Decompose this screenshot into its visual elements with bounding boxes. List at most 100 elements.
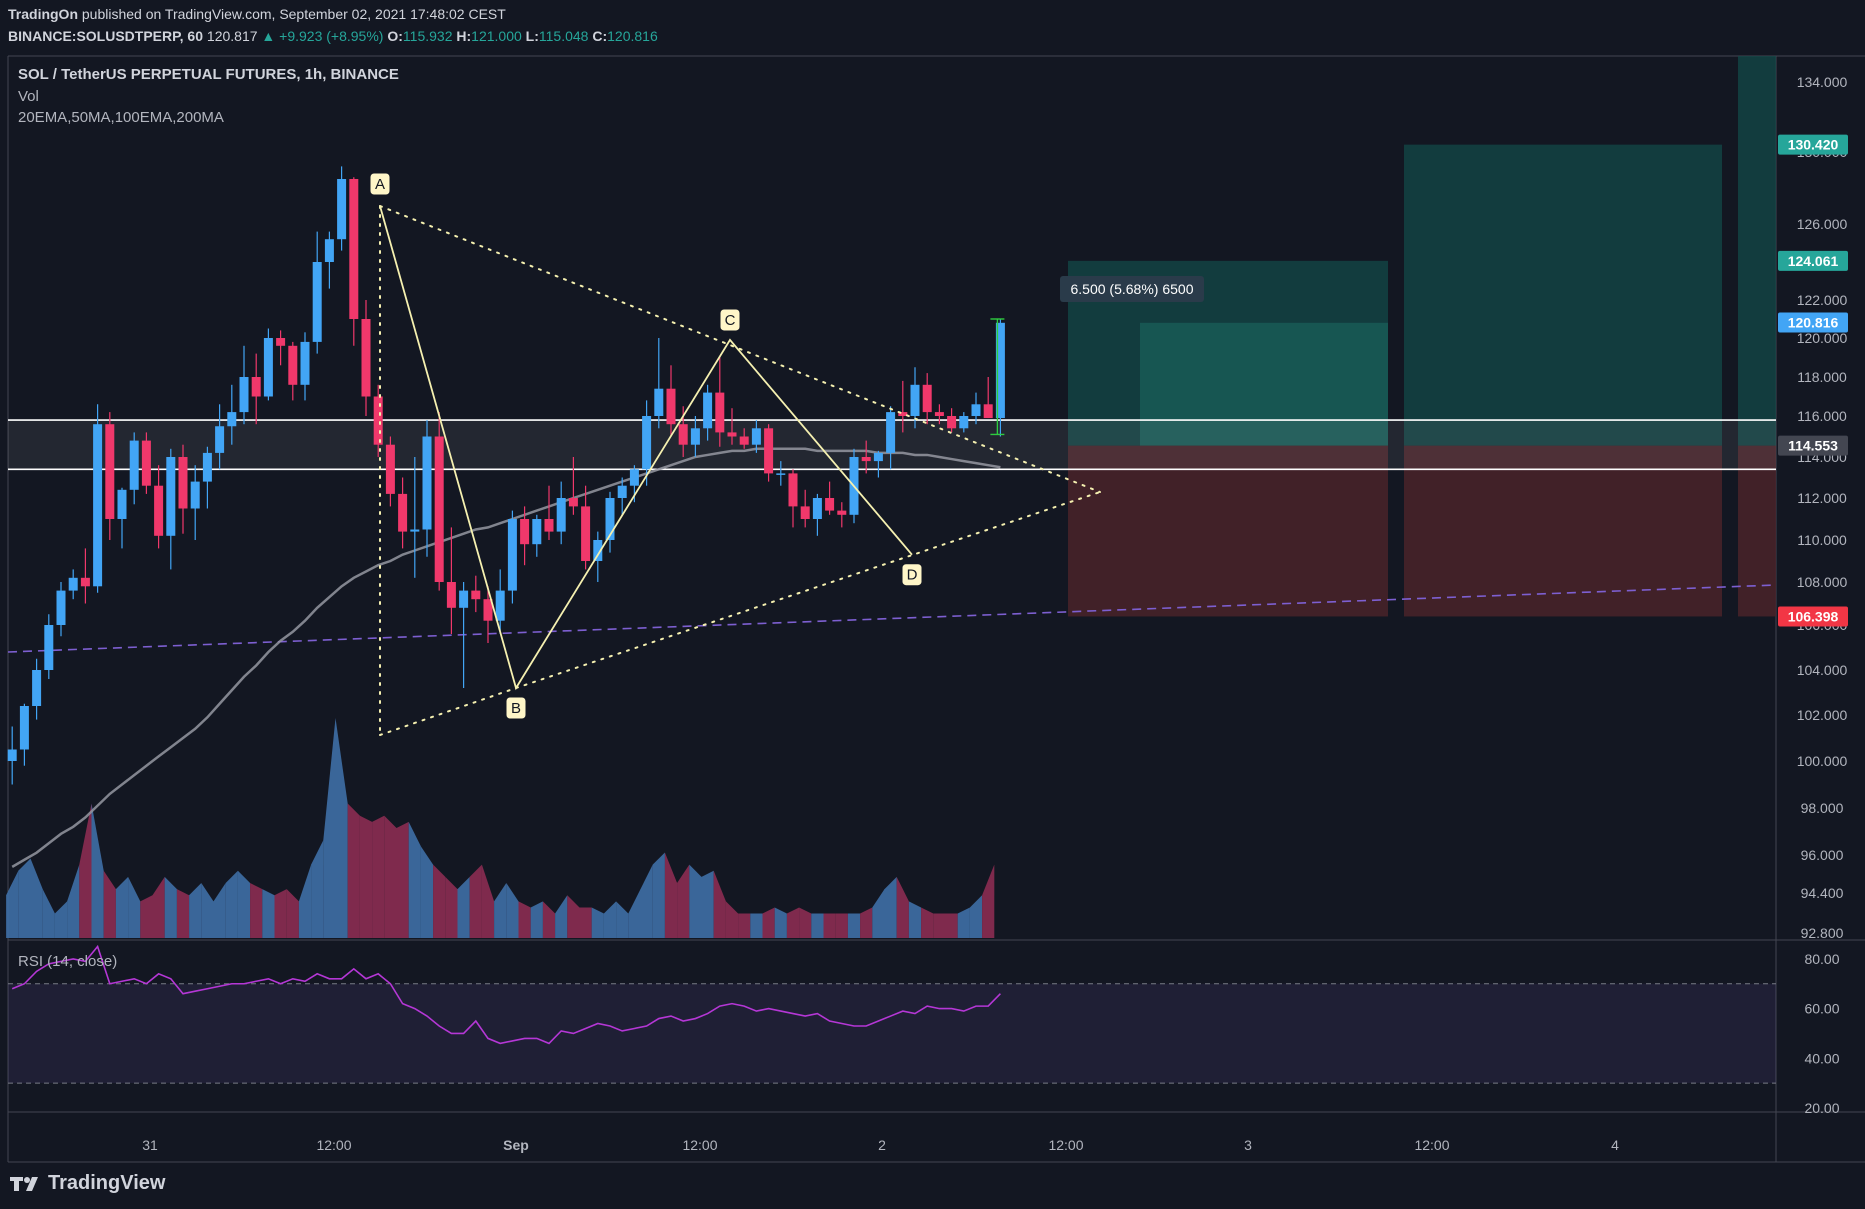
price-badge: 130.420 [1778, 134, 1848, 155]
volume-bar [201, 883, 214, 938]
candle-body [690, 428, 700, 445]
time-tick-label: 12:00 [316, 1137, 351, 1153]
volume-bar [518, 901, 531, 938]
volume-bar [115, 876, 129, 938]
volume-bar [738, 913, 751, 938]
pattern-point-d: D [901, 563, 923, 587]
candle [263, 328, 273, 401]
tradingview-logo[interactable]: TradingView [8, 1172, 165, 1195]
price-tick-label: 96.000 [1801, 847, 1844, 863]
ma-legend[interactable]: 20EMA,50MA,100EMA,200MA [18, 109, 224, 126]
candle-body [837, 510, 847, 515]
candle-body [44, 625, 54, 670]
volume-bar [335, 718, 348, 938]
chart-title: SOL / TetherUS PERPETUAL FUTURES, 1h, BI… [18, 66, 399, 83]
candle-body [751, 428, 761, 445]
change-text: ▲ +9.923 (+8.95%) [261, 28, 384, 44]
price-badge: 106.398 [1778, 606, 1848, 627]
candle [825, 481, 835, 515]
candle-body [178, 457, 188, 509]
candle-body [715, 392, 725, 433]
candle [190, 465, 200, 540]
candle-body [312, 262, 322, 342]
price-tick-label: 108.000 [1797, 574, 1848, 590]
volume-bar [420, 846, 434, 938]
dashed-trendline [7, 584, 1777, 653]
candle-body [886, 412, 896, 453]
profit-zone-2 [1404, 144, 1722, 446]
volume-bar [18, 858, 31, 938]
volume-bar [872, 889, 885, 938]
candle [227, 384, 237, 445]
price-badge-label: 106.398 [1788, 608, 1839, 624]
candle-body [361, 319, 371, 397]
price-badge-label: 130.420 [1788, 137, 1839, 153]
rsi-line [11, 944, 1001, 1045]
candle [361, 300, 371, 416]
candle-body [32, 670, 42, 706]
candle [276, 330, 286, 366]
ma-line [11, 447, 1001, 868]
volume-bar [591, 907, 604, 938]
volume-bar [945, 913, 958, 938]
volume-bar [164, 876, 177, 938]
time-tick-label: Sep [503, 1137, 529, 1153]
candle-body [56, 590, 66, 625]
candle [983, 377, 993, 419]
abcd-pattern-line [379, 205, 913, 691]
pattern-label: B [511, 700, 521, 717]
candle [459, 582, 469, 688]
volume-bar [469, 864, 482, 938]
triangle-lower [515, 491, 1101, 689]
candle-body [678, 424, 688, 445]
price-tick-label: 98.000 [1801, 800, 1844, 816]
price-badge: 120.816 [1778, 312, 1848, 333]
candle [251, 353, 261, 425]
candle-body [898, 412, 908, 416]
candle-body [654, 388, 664, 416]
time-tick-label: 4 [1611, 1137, 1619, 1153]
time-tick-label: 31 [142, 1137, 158, 1153]
candle [776, 461, 786, 486]
volume-bar [42, 889, 55, 938]
volume-bar [433, 864, 446, 938]
rsi-legend[interactable]: RSI (14, close) [18, 953, 118, 970]
volume-bar [677, 864, 690, 938]
high-label: H: [456, 28, 472, 44]
candle [422, 420, 432, 557]
volume-bar [54, 901, 68, 938]
volume-bar [274, 889, 287, 938]
candle-body [215, 426, 225, 453]
candle-body [410, 529, 420, 532]
loss-zone-2 [1404, 445, 1722, 617]
volume-bar [530, 901, 543, 938]
volume-bar [396, 821, 409, 938]
volume-bar [91, 803, 104, 938]
volume-bar [213, 883, 226, 938]
candle-body [446, 582, 456, 608]
candle [507, 510, 517, 604]
pattern-point-b: B [505, 696, 527, 720]
candle [934, 404, 944, 425]
candle [324, 231, 334, 289]
volume-bar [298, 864, 312, 938]
volume-legend[interactable]: Vol [18, 88, 39, 105]
candle-body [263, 338, 273, 397]
rsi-tick-label: 80.00 [1804, 951, 1839, 967]
high-value: 121.000 [471, 28, 522, 44]
candle [93, 404, 103, 593]
candle-body [190, 481, 200, 509]
candle-body [166, 457, 176, 536]
volume-bar [323, 718, 336, 938]
candle [446, 527, 456, 634]
candle-body [971, 404, 981, 416]
close-label: C: [592, 28, 608, 44]
candle-body [556, 498, 566, 532]
volume-bar [189, 883, 202, 938]
candle [593, 531, 603, 582]
candle-body [154, 485, 164, 536]
candle [141, 432, 151, 494]
volume-bar [79, 803, 92, 938]
volume-bar [860, 907, 873, 938]
